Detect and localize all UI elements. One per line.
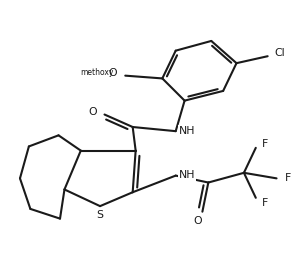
Text: NH: NH [179, 126, 195, 136]
Text: NH: NH [179, 170, 195, 180]
Text: O: O [88, 107, 97, 117]
Text: F: F [262, 198, 268, 208]
Text: O: O [194, 216, 202, 225]
Text: Cl: Cl [274, 49, 285, 58]
Text: F: F [262, 140, 268, 150]
Text: O: O [108, 68, 117, 78]
Text: F: F [285, 173, 291, 183]
Text: methoxy: methoxy [80, 68, 114, 77]
Text: S: S [97, 210, 104, 220]
